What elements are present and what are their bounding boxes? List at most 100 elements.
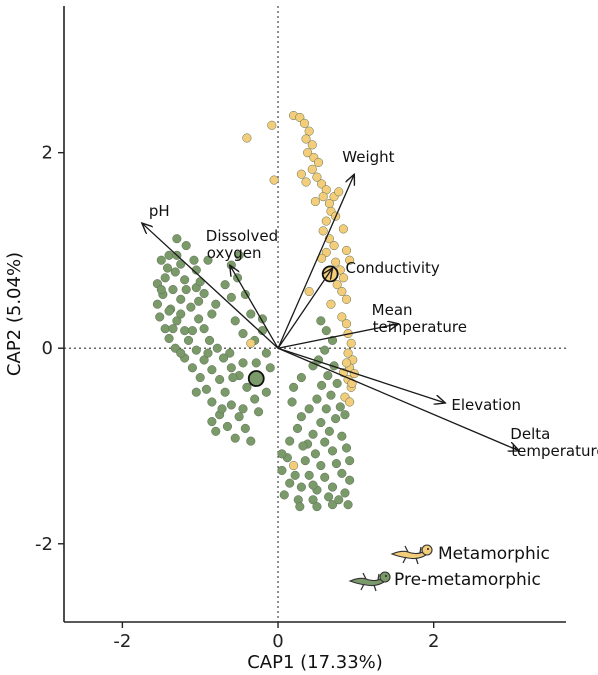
pre-metamorphic-point [308, 429, 318, 439]
pre-metamorphic-point [172, 316, 182, 326]
pre-metamorphic-point [164, 333, 174, 343]
vector-arrow [277, 268, 332, 349]
y-axis-title: CAP2 (5.04%) [4, 252, 25, 376]
pre-metamorphic-point [251, 358, 261, 368]
green-salamander-icon [348, 571, 391, 592]
pre-metamorphic-point [321, 326, 331, 336]
pre-metamorphic-point [226, 292, 236, 302]
metamorphic-point [307, 164, 317, 174]
metamorphic-point [346, 338, 356, 348]
metamorphic-point [303, 148, 313, 158]
pre-metamorphic-point [187, 363, 197, 373]
metamorphic-point [343, 348, 353, 358]
metamorphic-point [318, 226, 328, 236]
vector-label-line: temperature [511, 442, 598, 460]
pre-metamorphic-point [199, 324, 209, 334]
pre-metamorphic-point [170, 267, 180, 277]
metamorphic-point [301, 177, 311, 187]
pre-metamorphic-point [337, 431, 347, 441]
pre-metamorphic-point [285, 436, 295, 446]
pre-metamorphic-point [219, 353, 229, 363]
vector-label: Elevation [451, 396, 521, 414]
metamorphic-point [289, 461, 299, 471]
pre-metamorphic-point [341, 443, 352, 453]
vector-label-line: Elevation [451, 396, 521, 414]
pre-metamorphic-point [172, 234, 182, 244]
pre-metamorphic-point [296, 412, 306, 422]
pre-metamorphic-point [211, 426, 221, 436]
vector-label-line: Delta [510, 425, 550, 443]
pre-metamorphic-point [234, 412, 244, 422]
x-tick-label: 0 [272, 631, 283, 652]
metamorphic-point [321, 216, 331, 226]
pre-metamorphic-point [195, 373, 205, 383]
pre-metamorphic-point [298, 441, 308, 451]
pre-metamorphic-point [238, 329, 248, 339]
pre-metamorphic-point [212, 343, 222, 353]
vector-label: Mean temperature [372, 301, 467, 336]
pre-metamorphic-point [203, 348, 213, 358]
pre-metamorphic-point [230, 316, 240, 326]
axes: -2 0 2 -2 0 2 [35, 6, 566, 652]
vector-label-line: oxygen [207, 244, 262, 262]
pre-metamorphic-point [304, 470, 314, 480]
pre-metamorphic-point [277, 449, 287, 459]
pre-metamorphic-point [201, 384, 211, 394]
metamorphic-point [341, 358, 352, 368]
metamorphic-point [329, 241, 339, 251]
pre-metamorphic-point [340, 488, 350, 498]
pre-metamorphic-point [254, 407, 264, 417]
vector-arrow [142, 223, 279, 349]
pre-metamorphic-point [308, 495, 318, 505]
pre-metamorphic-point [290, 470, 300, 480]
pre-metamorphic-point [238, 404, 248, 414]
pre-metamorphic-point [225, 348, 235, 358]
pre-metamorphic-point [246, 309, 256, 319]
salamander-eye [427, 548, 429, 550]
pre-metamorphic-point [230, 433, 240, 443]
legend: Metamorphic Pre-metamorphic [348, 544, 550, 592]
metamorphic-point [338, 273, 348, 283]
salamander-legs [402, 545, 422, 565]
vector-arrow [277, 324, 399, 349]
pre-metamorphic-point [189, 255, 199, 265]
pre-metamorphic-point [300, 456, 310, 466]
pre-metamorphic-point [187, 326, 197, 336]
pre-metamorphic-point [156, 285, 166, 295]
pre-metamorphic-point [331, 459, 341, 469]
vector-label-line: pH [149, 202, 170, 220]
pre-metamorphic-point [156, 255, 166, 265]
metamorphic-point [345, 255, 355, 265]
pre-metamorphic-point [194, 314, 204, 324]
pre-metamorphic-point [226, 363, 236, 373]
pre-metamorphic-point [199, 288, 209, 299]
metamorphic-point [242, 133, 252, 143]
pre-metamorphic-point [327, 482, 338, 492]
pre-metamorphic-point [152, 299, 162, 309]
reference-lines [64, 6, 566, 622]
pre-metamorphic-point [343, 500, 353, 510]
pre-metamorphic-point [215, 374, 225, 385]
pre-metamorphic-point [317, 380, 327, 390]
vector-label: Weight [342, 148, 394, 166]
pre-metamorphic-point [335, 402, 345, 412]
pre-metamorphic-point [327, 500, 338, 510]
pre-metamorphic-point [207, 309, 217, 319]
pre-metamorphic-point [228, 373, 238, 383]
pre-metamorphic-point [168, 285, 178, 295]
pre-metamorphic-point [217, 404, 227, 414]
pre-metamorphic-point [240, 423, 250, 433]
pre-metamorphic-point [285, 478, 295, 488]
pre-metamorphic-point [164, 250, 174, 260]
pre-metamorphic-point [183, 335, 194, 345]
pre-metamorphic-point [316, 461, 326, 471]
pre-metamorphic-point [191, 345, 201, 355]
vector-label: Dissolved oxygen [206, 227, 278, 262]
pre-metamorphic-point [203, 255, 213, 265]
salamander-eye [385, 575, 387, 577]
pre-metamorphic-point [320, 345, 330, 355]
metamorphic-point [312, 172, 322, 182]
pre-metamorphic-point [176, 294, 186, 304]
